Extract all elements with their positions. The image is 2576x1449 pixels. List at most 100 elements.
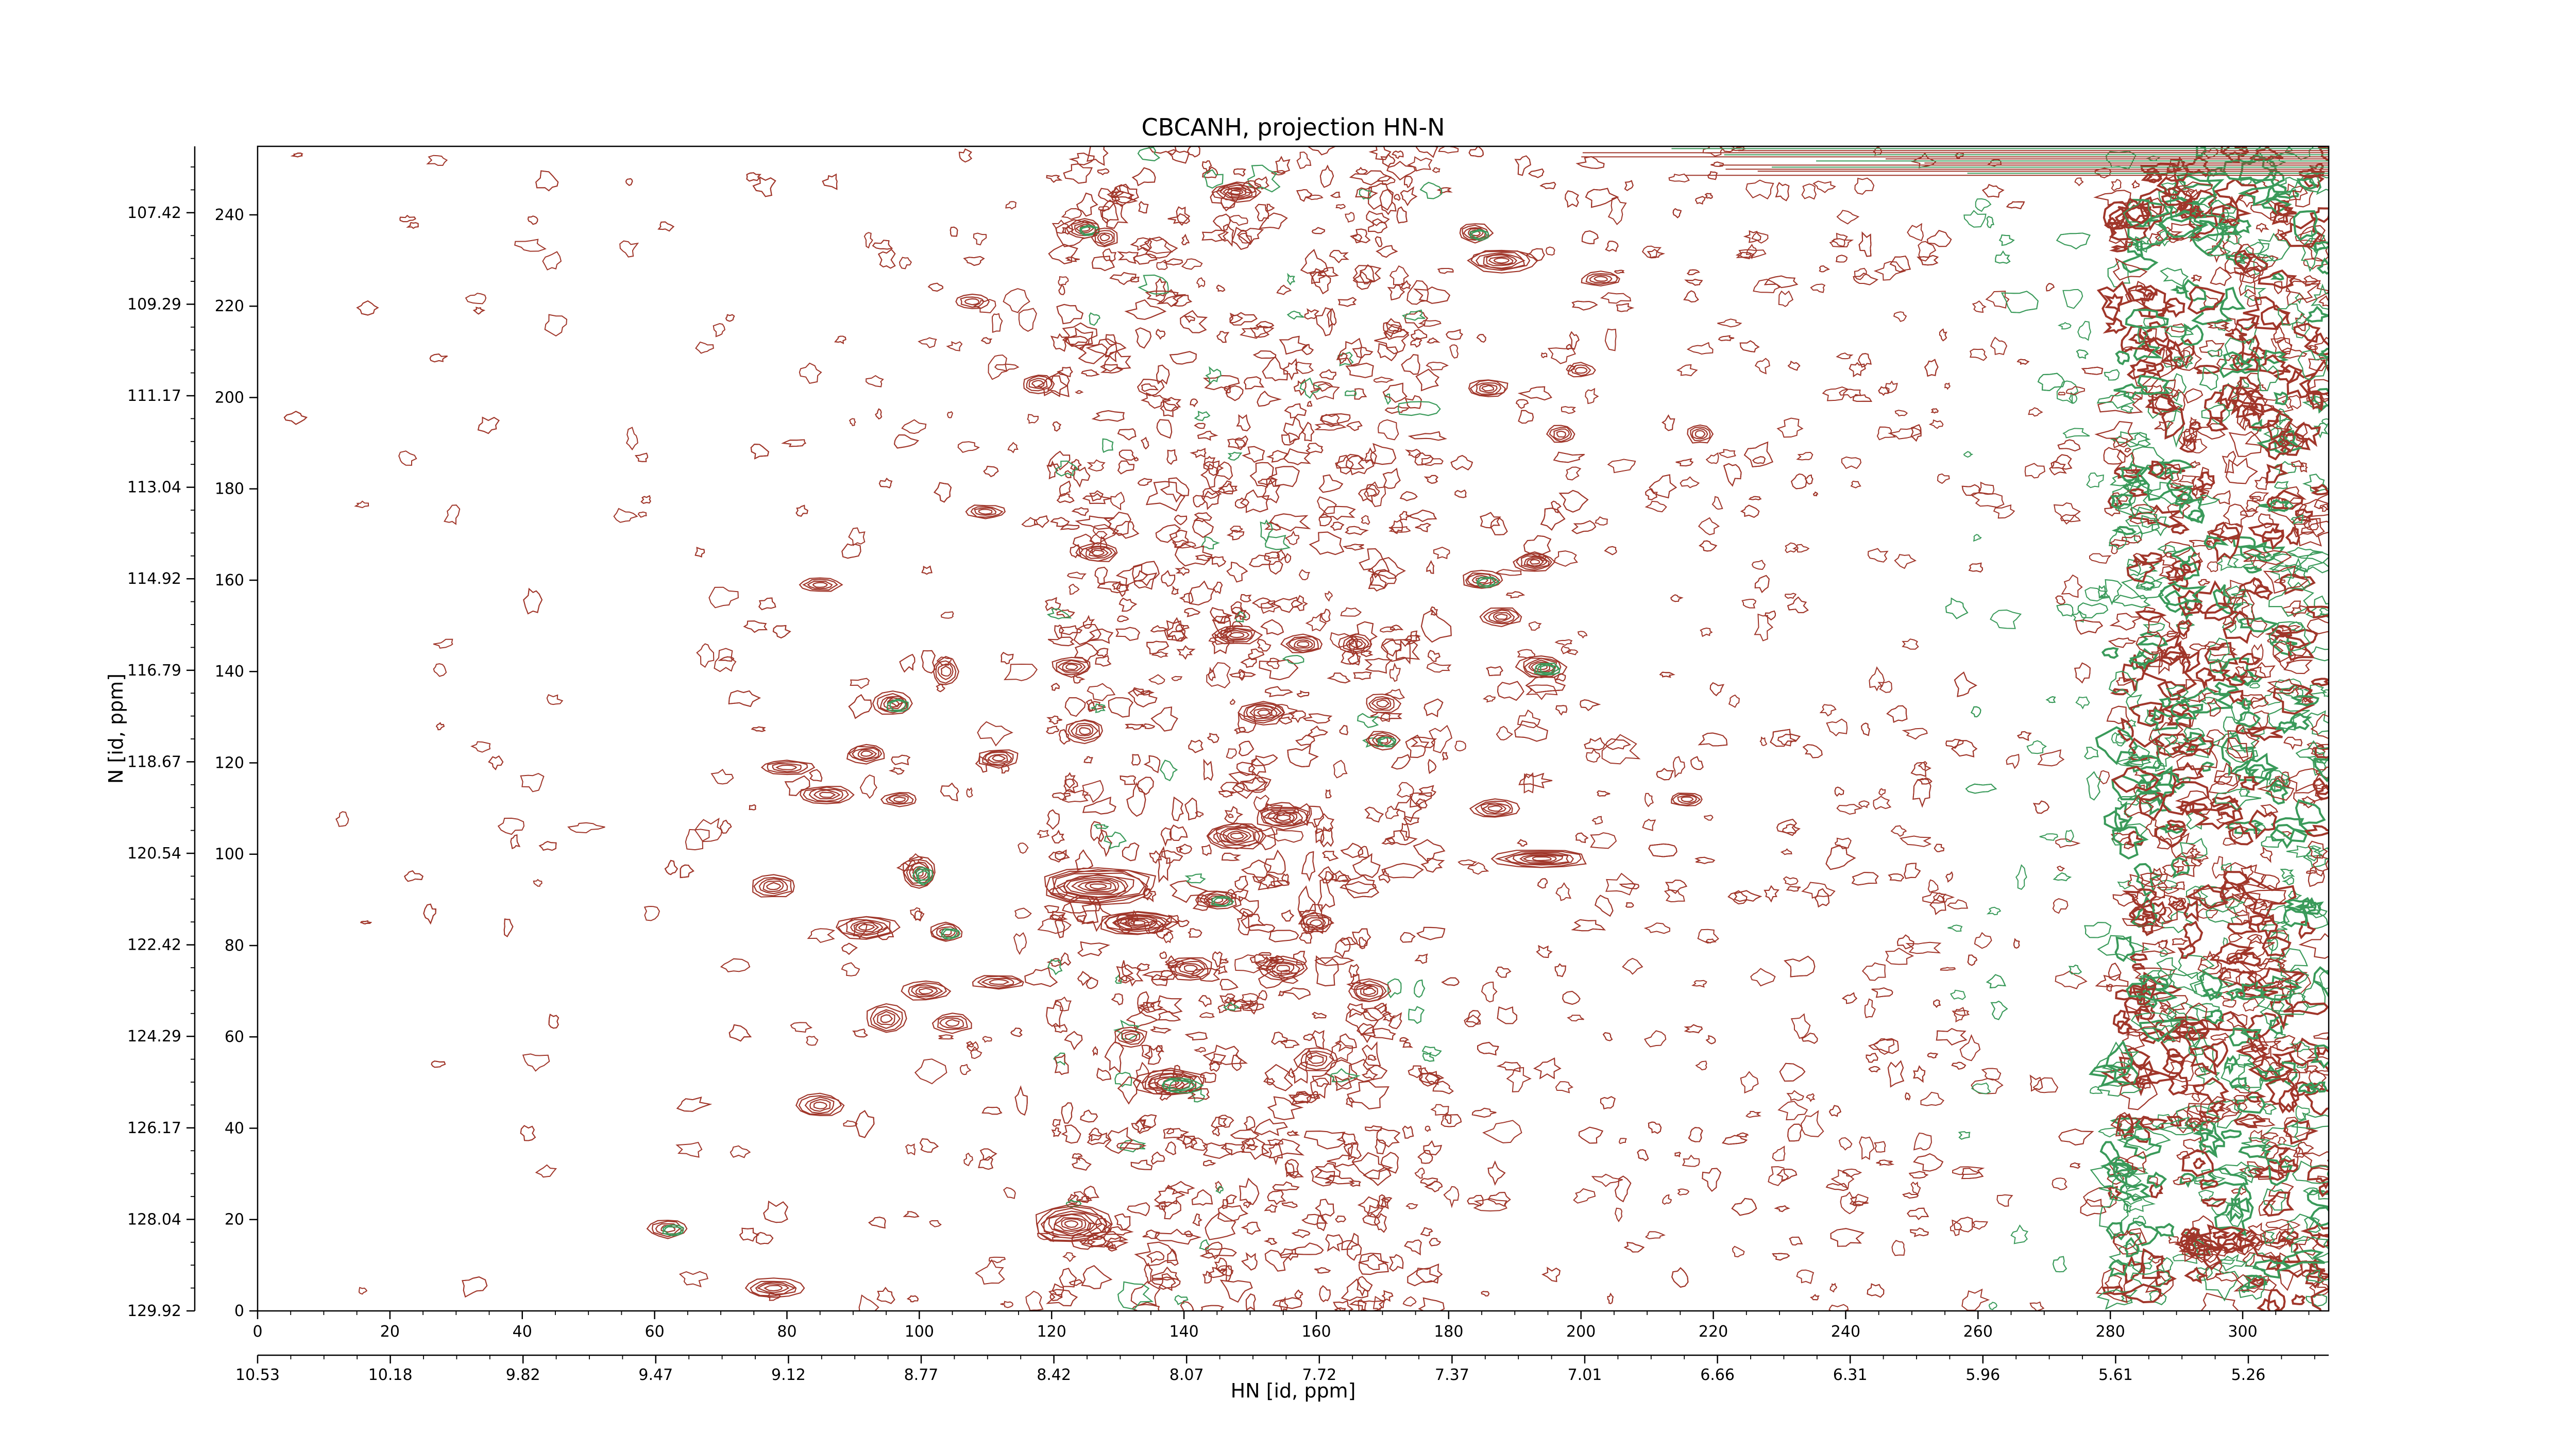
noise-contour [1037,830,1050,838]
noise-contour [1642,818,1656,831]
band-contour [1101,199,1119,224]
band-contour [1198,995,1212,1007]
band-contour [1403,175,1413,189]
band-contour [1076,192,1098,217]
x-ppm-tick-label: 8.42 [1037,1366,1071,1384]
noise-contour [2309,1279,2329,1296]
band-contour [1378,868,1391,884]
noise-contour [1241,993,1259,1002]
artifact-contour [2232,536,2256,550]
noise-contour [1878,788,1886,796]
noise-contour [2242,1252,2255,1267]
artifact-contour [2308,646,2329,662]
noise-contour [1777,734,1797,747]
artifact-contour [2180,686,2233,714]
noise-contour [1686,342,1714,355]
peak-contour [1349,640,1363,649]
noise-contour [1672,208,1682,218]
noise-contour [1910,424,1922,442]
y-index-tick-label: 60 [225,1028,244,1046]
noise-contour [1913,1132,1932,1151]
noise-contour [1539,181,1556,190]
noise-contour [1656,768,1674,781]
noise-contour [2250,620,2268,638]
band-contour [1311,1167,1335,1187]
band-contour [1255,321,1275,329]
band-contour [1200,535,1220,550]
band-contour [1258,970,1291,989]
peak-contour [807,580,833,589]
noise-contour [1801,1033,1818,1044]
noise-contour [730,1145,751,1158]
noise-contour [1698,517,1720,535]
artifact-contour [2135,632,2168,647]
peak-contour [970,506,1004,518]
peak-contour [1593,276,1608,282]
noise-contour [358,1287,368,1295]
peak-contour [1061,1218,1083,1231]
peak-contour [1067,719,1100,742]
noise-contour [1336,1132,1359,1145]
noise-contour [1637,1149,1649,1161]
artifact-contour [2189,969,2235,998]
band-contour [1057,366,1073,378]
noise-contour [1230,698,1236,705]
band-contour [1288,710,1306,723]
noise-contour [1677,1188,1690,1196]
noise-contour [1506,1067,1532,1092]
peak-contour [1144,1072,1197,1094]
band-contour [1144,1045,1163,1065]
band-contour [1363,1167,1392,1186]
noise-contour [1787,1123,1803,1142]
peak-contour [1243,702,1285,724]
band-contour [1310,1077,1330,1099]
band-contour [1174,566,1190,576]
artifact-contour [2307,1165,2329,1190]
noise-contour [855,1110,875,1138]
noise-contour [1000,1301,1013,1308]
artifact-contour [2293,423,2321,447]
peak-contour [1097,232,1114,244]
band-contour [1176,206,1191,226]
noise-contour [1389,662,1401,682]
artifact-contour [2124,794,2154,818]
artifact-contour [2263,1188,2286,1211]
artifact-contour [2219,287,2246,310]
artifact-contour [2116,479,2156,517]
noise-contour [2242,998,2260,1012]
artifact-contour [2166,819,2187,829]
artifact-contour [2209,942,2255,965]
artifact-contour [2199,340,2225,357]
noise-contour [1981,1068,2002,1081]
band-contour [1259,212,1288,230]
artifact-contour [2116,1020,2133,1035]
noise-contour [1266,658,1280,669]
noise-contour [696,643,715,668]
band-contour [1353,671,1372,680]
artifact-contour [2298,1082,2317,1094]
noise-contour [1253,795,1270,812]
x-index-tick-label: 280 [2096,1323,2125,1341]
artifact-contour [2268,621,2312,652]
band-contour [1414,953,1428,964]
artifact-contour [2286,369,2316,399]
noise-contour [2010,1224,2029,1244]
noise-contour [535,1164,557,1178]
band-contour [1234,497,1250,509]
band-contour [1214,1257,1228,1273]
artifact-contour [2173,651,2191,667]
band-contour [1174,1294,1189,1305]
noise-contour [1285,1161,1295,1177]
peak-neg-contour [662,1224,684,1237]
peak-contour [812,582,828,588]
noise-contour [1359,937,1367,949]
noise-contour [1261,600,1281,614]
band-contour [1270,1032,1288,1045]
y-ppm-tick-label: 111.17 [127,387,181,405]
peak-contour [1113,915,1158,930]
noise-contour [1913,1153,1944,1172]
artifact-contour [2316,347,2329,359]
band-contour [1407,1267,1440,1287]
noise-contour [1691,980,1707,988]
band-contour [1268,466,1300,487]
